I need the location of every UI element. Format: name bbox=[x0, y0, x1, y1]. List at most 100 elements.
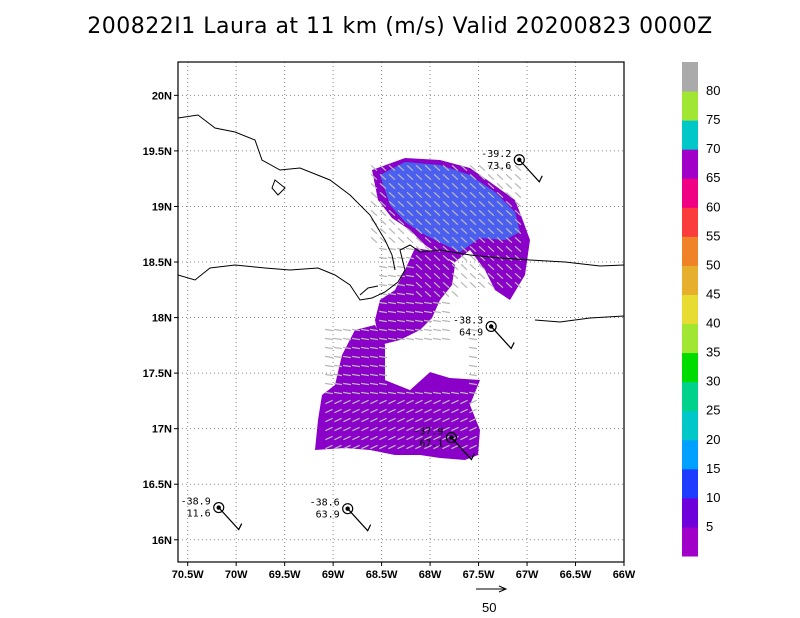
wind-vector bbox=[478, 164, 486, 172]
wind-vector bbox=[370, 426, 378, 432]
y-tick-label: 19N bbox=[152, 201, 172, 213]
y-tick-label: 18N bbox=[152, 313, 172, 325]
station-value: 64.9 bbox=[459, 327, 483, 338]
latitude-ticks: 16N 16.5N 17N 17.5N 18N 18.5N 19N 19.5N 20N bbox=[143, 90, 178, 547]
wind-vector bbox=[496, 182, 504, 190]
wind-vector bbox=[505, 272, 513, 280]
station-ring bbox=[445, 431, 458, 444]
wind-vector bbox=[469, 182, 477, 190]
wind-vector bbox=[414, 310, 424, 314]
wind-vector bbox=[478, 272, 486, 280]
wind-vector bbox=[460, 435, 468, 441]
wind-vector bbox=[496, 200, 504, 208]
wind-vector bbox=[460, 200, 468, 208]
wind-vector bbox=[487, 245, 495, 253]
wind-vector bbox=[432, 391, 442, 395]
wind-vector bbox=[487, 191, 495, 199]
wind-vector bbox=[424, 164, 432, 172]
wind-vector bbox=[369, 373, 379, 377]
wind-vector bbox=[433, 426, 441, 432]
wind-vector bbox=[397, 236, 405, 244]
wind-vector bbox=[478, 281, 486, 289]
wind-vector bbox=[351, 373, 361, 377]
station-ring bbox=[513, 154, 525, 166]
wind-vector bbox=[514, 182, 522, 190]
wind-vector bbox=[370, 200, 378, 208]
wind-vector bbox=[451, 218, 459, 226]
colorbar-segment bbox=[682, 149, 698, 179]
wind-vector bbox=[442, 245, 450, 253]
wind-vector bbox=[496, 281, 504, 289]
wind-vector bbox=[387, 337, 397, 341]
wind-vector bbox=[469, 236, 477, 244]
colorbar-segment bbox=[682, 468, 698, 499]
wind-barb bbox=[518, 159, 543, 183]
wind-vector bbox=[505, 164, 513, 172]
wind-vector bbox=[505, 263, 513, 271]
wind-vector bbox=[424, 182, 432, 190]
wind-vector bbox=[370, 173, 378, 181]
wind-vector bbox=[397, 435, 405, 441]
wind-vector bbox=[469, 164, 477, 172]
wind-vector bbox=[514, 200, 522, 208]
wind-vector bbox=[370, 417, 378, 423]
vector-scale-arrow bbox=[476, 585, 508, 593]
wind-vector bbox=[406, 426, 414, 432]
map-frame bbox=[177, 61, 625, 563]
wind-vector bbox=[505, 245, 513, 253]
wind-vector bbox=[334, 408, 342, 414]
wind-vector bbox=[379, 200, 387, 208]
colorbar-label: 75 bbox=[706, 112, 720, 127]
colorbar-segment bbox=[682, 323, 698, 354]
wind-vector bbox=[505, 254, 513, 262]
y-tick-label: 18.5N bbox=[143, 257, 172, 269]
wind-vector bbox=[352, 408, 360, 414]
wind-vector bbox=[406, 435, 414, 441]
wind-vector bbox=[406, 399, 414, 405]
wind-vector bbox=[451, 417, 459, 423]
wind-vector bbox=[397, 399, 405, 405]
wind-vector bbox=[370, 191, 378, 199]
x-tick-label: 66.5W bbox=[560, 569, 592, 581]
wind-vector bbox=[415, 245, 423, 253]
colorbar-segment bbox=[682, 207, 698, 237]
wind-vector bbox=[324, 346, 334, 350]
wind-vector bbox=[388, 435, 396, 441]
wind-vector bbox=[433, 218, 441, 226]
wind-vector bbox=[378, 274, 388, 278]
wind-vector bbox=[396, 319, 406, 323]
wind-vector bbox=[460, 399, 468, 405]
wind-vector bbox=[342, 364, 352, 368]
wind-vector bbox=[379, 236, 387, 244]
wind-vector bbox=[388, 173, 396, 181]
wind-vector bbox=[442, 272, 450, 280]
station-temp: -38.6 bbox=[310, 498, 340, 509]
colorbar-label: 80 bbox=[706, 83, 720, 98]
wind-vector bbox=[379, 164, 387, 172]
wind-vector bbox=[478, 191, 486, 199]
wind-vector bbox=[406, 218, 414, 226]
wind-vector bbox=[379, 444, 387, 450]
wind-vector bbox=[370, 444, 378, 450]
wind-vector bbox=[360, 373, 370, 377]
wind-vector bbox=[388, 426, 396, 432]
wind-vector bbox=[442, 426, 450, 432]
wind-vector bbox=[505, 281, 513, 289]
wind-vector bbox=[379, 399, 387, 405]
colorbar-segment bbox=[682, 526, 698, 557]
wind-vector bbox=[415, 417, 423, 423]
x-tick-label: 68W bbox=[419, 569, 442, 581]
wind-vector bbox=[351, 346, 361, 350]
wind-vector bbox=[487, 218, 495, 226]
wind-vector bbox=[442, 399, 450, 405]
wind-vector bbox=[478, 173, 486, 181]
wind-vector bbox=[405, 274, 415, 278]
wind-vector bbox=[487, 236, 495, 244]
wind-vector bbox=[342, 355, 352, 359]
wind-vector bbox=[334, 417, 342, 423]
wind-vector bbox=[505, 182, 513, 190]
wind-vector bbox=[451, 426, 459, 432]
colorbar-segment bbox=[682, 410, 698, 441]
wind-vector bbox=[370, 408, 378, 414]
wind-vector bbox=[379, 191, 387, 199]
